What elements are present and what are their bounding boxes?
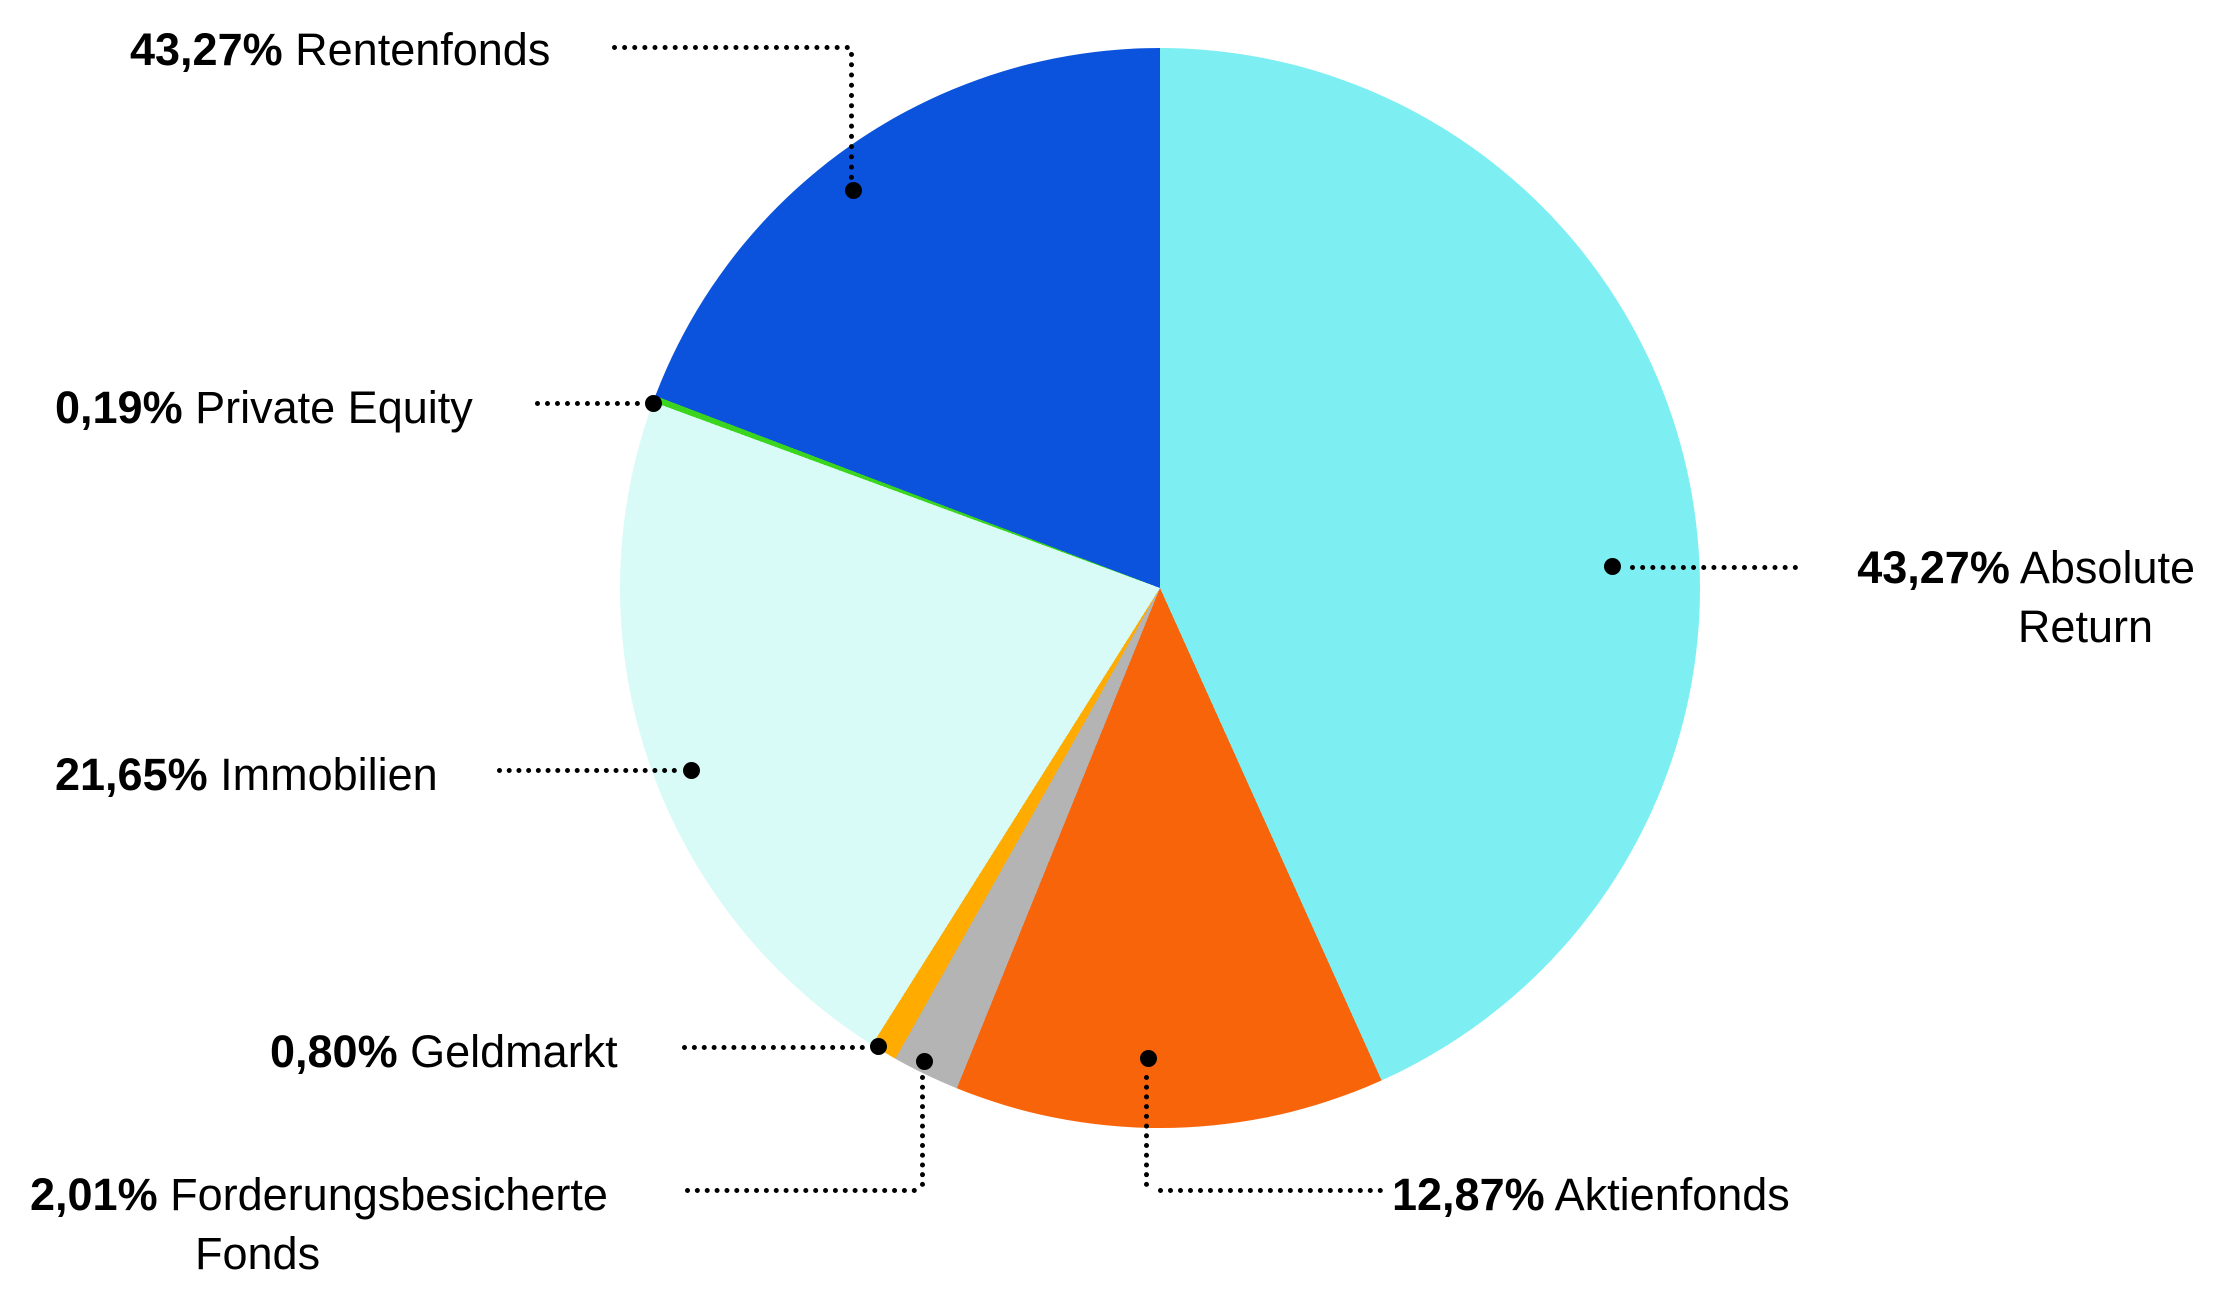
- label-forderungsbesicherte-name1: Forderungsbesicherte: [170, 1169, 608, 1220]
- label-immobilien: 21,65% Immobilien: [55, 745, 438, 804]
- leader-immobilien-horizontal: [497, 768, 677, 773]
- label-forderungsbesicherte-name2: Fonds: [195, 1228, 321, 1280]
- label-rentenfonds: 43,27% Rentenfonds: [130, 20, 550, 79]
- leader-aktienfonds-vertical: [1144, 1075, 1149, 1187]
- leader-private-equity-horizontal: [535, 401, 640, 406]
- label-immobilien-pct: 21,65%: [55, 749, 208, 800]
- label-forderungsbesicherte-line1: 2,01% Forderungsbesicherte: [30, 1165, 608, 1224]
- leader-aktienfonds-horizontal: [1158, 1188, 1383, 1193]
- callout-dot-geldmarkt: [870, 1038, 887, 1055]
- label-forderungsbesicherte-pct: 2,01%: [30, 1169, 158, 1220]
- label-private-equity: 0,19% Private Equity: [55, 378, 473, 437]
- label-aktienfonds: 12,87% Aktienfonds: [1392, 1165, 1790, 1224]
- leader-forderungsbesicherte-horizontal: [685, 1188, 917, 1193]
- label-absolute-return: 43,27% Absolute Return: [1810, 538, 2195, 657]
- label-forderungsbesicherte-fonds: 2,01% Forderungsbesicherte Fonds: [30, 1165, 608, 1284]
- label-aktienfonds-pct: 12,87%: [1392, 1169, 1545, 1220]
- label-geldmarkt-pct: 0,80%: [270, 1026, 398, 1077]
- label-aktienfonds-name: Aktienfonds: [1554, 1169, 1790, 1220]
- label-rentenfonds-name: Rentenfonds: [295, 24, 551, 75]
- callout-dot-rentenfonds: [845, 182, 862, 199]
- label-absolute-return-line1: 43,27% Absolute: [1810, 538, 2195, 597]
- label-private-equity-name: Private Equity: [195, 382, 473, 433]
- leader-rentenfonds-horizontal: [612, 45, 850, 50]
- leader-forderungsbesicherte-vertical: [920, 1075, 925, 1187]
- label-private-equity-pct: 0,19%: [55, 382, 183, 433]
- callout-dot-absolute-return: [1604, 558, 1621, 575]
- label-absolute-return-name2: Return: [2017, 601, 2153, 653]
- callout-dot-immobilien: [683, 762, 700, 779]
- callout-dot-private-equity: [645, 395, 662, 412]
- label-geldmarkt-name: Geldmarkt: [410, 1026, 618, 1077]
- label-immobilien-name: Immobilien: [220, 749, 438, 800]
- pie-chart: [620, 48, 1700, 1128]
- leader-rentenfonds-vertical: [849, 52, 854, 180]
- callout-dot-aktienfonds: [1140, 1050, 1157, 1067]
- callout-dot-forderungsbesicherte: [916, 1053, 933, 1070]
- label-absolute-return-pct: 43,27%: [1857, 542, 2010, 593]
- label-geldmarkt: 0,80% Geldmarkt: [270, 1022, 618, 1081]
- label-absolute-return-name1: Absolute: [2019, 542, 2195, 593]
- label-rentenfonds-pct: 43,27%: [130, 24, 283, 75]
- leader-geldmarkt-horizontal: [682, 1045, 865, 1050]
- leader-absolute-return-horizontal: [1630, 565, 1798, 570]
